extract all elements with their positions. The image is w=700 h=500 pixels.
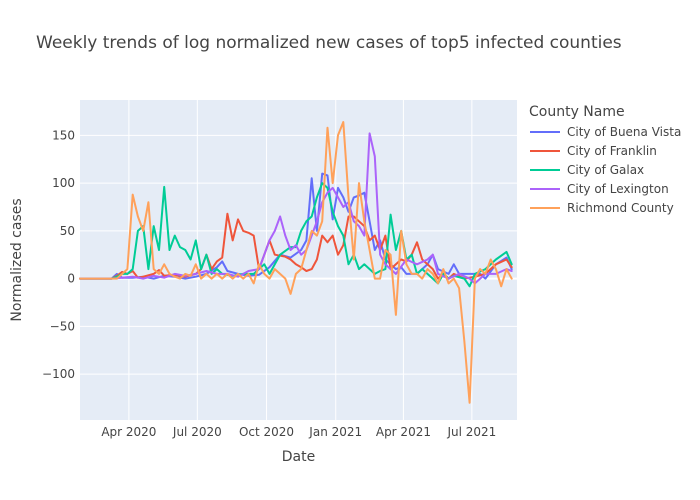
plot-area <box>80 100 517 420</box>
y-tick-label: −100 <box>42 367 75 381</box>
legend-swatch <box>530 207 560 209</box>
legend-swatch <box>530 131 560 133</box>
x-tick-label: Jul 2021 <box>446 425 496 439</box>
legend-item-city-of-lexington[interactable]: City of Lexington <box>529 179 681 198</box>
legend-label: Richmond County <box>567 201 674 215</box>
x-tick-label: Oct 2020 <box>239 425 294 439</box>
legend-item-city-of-buena-vista[interactable]: City of Buena Vista <box>529 122 681 141</box>
x-axis-label: Date <box>282 449 315 465</box>
legend-swatch <box>530 188 560 190</box>
y-tick-label: 100 <box>52 176 75 190</box>
x-axis-ticks: Apr 2020 Jul 2020 Oct 2020 Jan 2021 Apr 2021… <box>101 425 496 439</box>
legend-swatch <box>530 169 560 171</box>
x-tick-label: Jan 2021 <box>308 425 362 439</box>
y-tick-label: 150 <box>52 128 75 142</box>
x-tick-label: Apr 2021 <box>376 425 431 439</box>
legend-label: City of Galax <box>567 163 644 177</box>
legend[interactable]: City of Buena Vista City of Franklin City … <box>529 122 681 217</box>
x-tick-label: Jul 2020 <box>172 425 222 439</box>
legend-label: City of Buena Vista <box>567 125 681 139</box>
legend-label: City of Lexington <box>567 182 669 196</box>
y-tick-label: −50 <box>50 319 75 333</box>
y-tick-label: 50 <box>60 224 75 238</box>
y-tick-label: 0 <box>67 272 75 286</box>
legend-title: County Name <box>529 104 625 120</box>
legend-item-richmond-county[interactable]: Richmond County <box>529 198 681 217</box>
legend-item-city-of-galax[interactable]: City of Galax <box>529 160 681 179</box>
legend-item-city-of-franklin[interactable]: City of Franklin <box>529 141 681 160</box>
legend-swatch <box>530 150 560 152</box>
legend-label: City of Franklin <box>567 144 657 158</box>
y-axis-ticks: 150 100 50 0 −50 −100 <box>42 128 75 381</box>
y-axis-label: Normalized cases <box>9 198 25 321</box>
x-tick-label: Apr 2020 <box>101 425 156 439</box>
